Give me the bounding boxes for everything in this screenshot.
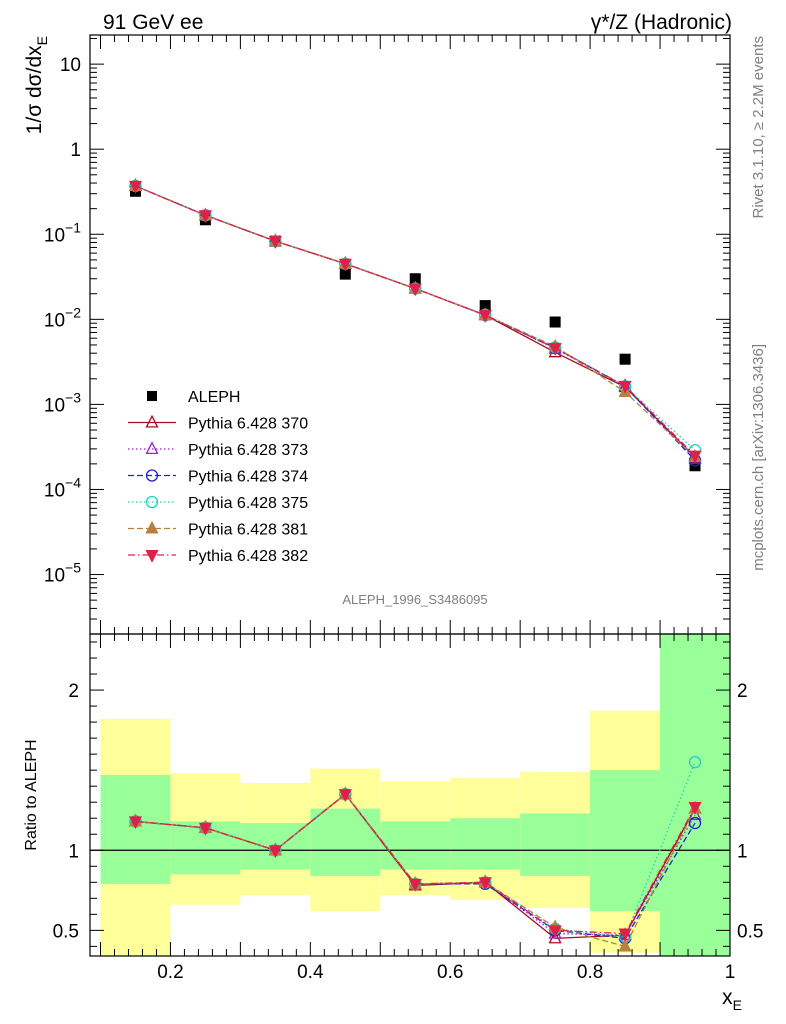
y-tick-label: 10 [60, 55, 81, 76]
main-data-point [479, 300, 491, 312]
legend-label: Pythia 6.428 381 [188, 522, 308, 539]
ratio-y-tick-label-right: 0.5 [737, 921, 763, 942]
analysis-watermark: ALEPH_1996_S3486095 [342, 592, 487, 607]
ratio-data-point [408, 878, 422, 892]
legend-marker [147, 391, 157, 401]
ratio-y-tick-label-left: 1 [68, 841, 79, 862]
legend-marker [145, 414, 159, 428]
ratio-data-point [688, 816, 702, 830]
x-tick-label: 0.2 [157, 962, 183, 983]
x-axis-label: xE [722, 986, 742, 1013]
legend-label: Pythia 6.428 382 [188, 548, 308, 565]
uncertainty-band-inner [520, 813, 591, 876]
main-data-point [128, 180, 143, 194]
ratio-y-axis-label: Ratio to ALEPH [23, 739, 40, 850]
ratio-data-point [268, 845, 282, 859]
ratio-data-point [688, 756, 702, 769]
y-tick-label: 10−2 [44, 304, 81, 331]
legend-label: Pythia 6.428 375 [188, 495, 308, 512]
legend-entry: Pythia 6.428 374 [128, 469, 308, 486]
legend-marker [145, 549, 159, 563]
uncertainty-band-inner [100, 774, 171, 884]
main-data-point [688, 450, 702, 464]
uncertainty-band-inner [380, 821, 451, 870]
x-tick-label: 1 [725, 962, 736, 983]
main-data-point [478, 310, 492, 323]
legend-label: Pythia 6.428 370 [188, 416, 308, 433]
main-plot-frame [89, 34, 731, 635]
header-right-label: γ*/Z (Hadronic) [591, 11, 732, 34]
y-tick-label: 10−5 [44, 560, 81, 587]
main-data-point [409, 273, 421, 285]
y-tick-label: 10−4 [44, 474, 81, 501]
ratio-data-point [338, 789, 352, 802]
legend-marker [145, 520, 159, 534]
ratio-data-point [128, 816, 143, 830]
main-series-layer [128, 178, 702, 472]
legend-label: ALEPH [188, 389, 240, 406]
legend-marker [145, 469, 159, 482]
y-tick-label: 10−3 [44, 389, 81, 416]
ratio-series-layer [128, 756, 702, 952]
ratio-y-tick-label-left: 2 [68, 681, 79, 702]
ratio-data-point [478, 877, 492, 891]
uncertainty-band-inner [590, 770, 661, 912]
legend-label: Pythia 6.428 374 [188, 469, 308, 486]
ratio-y-tick-label-right: 2 [737, 681, 748, 702]
legend-marker [145, 495, 159, 509]
main-data-point [408, 283, 422, 297]
main-series-line [135, 185, 696, 451]
main-data-point [549, 316, 561, 328]
legend-entry: Pythia 6.428 382 [128, 548, 308, 565]
y-axis-label: 1/σ dσ/dxE [23, 36, 50, 134]
x-tick-label: 0.8 [577, 962, 603, 983]
legend-label: Pythia 6.428 373 [188, 442, 308, 459]
y-tick-label: 1 [70, 140, 81, 161]
header-left-label: 91 GeV ee [103, 11, 203, 34]
legend-marker [145, 441, 159, 455]
x-tick-label: 0.6 [437, 962, 463, 983]
main-data-point [198, 210, 212, 224]
ratio-y-tick-label-right: 1 [737, 841, 748, 862]
main-data-point [338, 258, 352, 272]
x-tick-label: 0.4 [297, 962, 324, 983]
ratio-data-point [618, 938, 632, 952]
main-data-point [548, 342, 562, 356]
ratio-data-point [198, 822, 212, 836]
main-data-point [339, 268, 351, 280]
axes-layer: 0.2 0.4 0.6 0.8 1 xE 10 1 10−1 10−2 10−3 10−4 10−5 1/… [23, 34, 763, 1013]
ratio-data-point [688, 801, 702, 815]
ratio-panel-background [90, 634, 730, 956]
ratio-y-tick-label-left: 0.5 [53, 921, 79, 942]
uncertainty-band-inner [660, 634, 730, 956]
main-series-line [135, 185, 696, 457]
legend-entry: Pythia 6.428 373 [128, 441, 308, 459]
uncertainty-band-inner [310, 808, 381, 876]
ratio-plot-frame [89, 633, 731, 957]
legend-entry: Pythia 6.428 375 [128, 495, 308, 512]
legend: ALEPH Pythia 6.428 370 Pythia 6.428 373 Pyt… [128, 389, 308, 565]
main-data-point [619, 353, 631, 365]
legend-entry: Pythia 6.428 381 [128, 520, 308, 539]
legend-entry: Pythia 6.428 370 [128, 414, 308, 433]
y-tick-label: 10−1 [44, 219, 81, 246]
main-data-point [268, 236, 282, 249]
ratio-data-point [618, 928, 632, 942]
rivet-version-label: Rivet 3.1.10, ≥ 2.2M events [750, 36, 767, 219]
ratio-data-point [548, 925, 562, 939]
legend-entry: ALEPH [147, 389, 240, 406]
uncertainty-band-inner [450, 818, 521, 870]
mcplots-label: mcplots.cern.ch [arXiv:1306.3436] [750, 344, 767, 571]
main-data-point [618, 380, 632, 394]
